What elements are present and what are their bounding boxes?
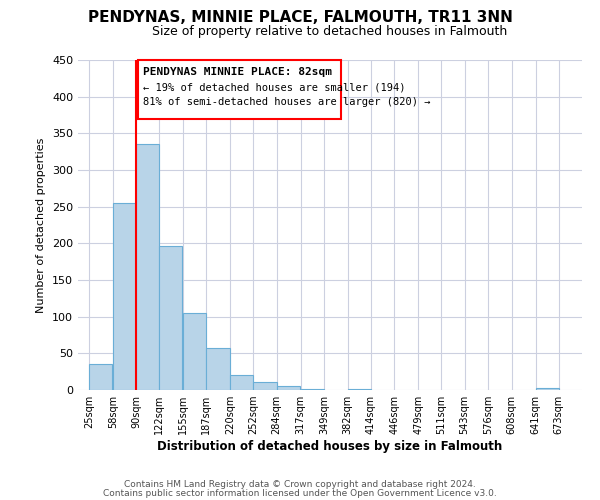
Bar [183,313,206,390]
Text: PENDYNAS, MINNIE PLACE, FALMOUTH, TR11 3NN: PENDYNAS, MINNIE PLACE, FALMOUTH, TR11 3… [88,10,512,25]
Bar [230,374,253,390]
Y-axis label: Number of detached properties: Number of detached properties [37,138,46,312]
Bar [159,246,182,390]
Bar [301,388,324,390]
Bar [113,203,136,390]
Bar [89,364,112,390]
Bar [536,388,559,390]
Text: ← 19% of detached houses are smaller (194): ← 19% of detached houses are smaller (19… [143,82,405,92]
Text: Contains HM Land Registry data © Crown copyright and database right 2024.: Contains HM Land Registry data © Crown c… [124,480,476,489]
Bar [277,386,300,390]
Text: 81% of semi-detached houses are larger (820) →: 81% of semi-detached houses are larger (… [143,96,430,106]
X-axis label: Distribution of detached houses by size in Falmouth: Distribution of detached houses by size … [157,440,503,453]
Text: PENDYNAS MINNIE PLACE: 82sqm: PENDYNAS MINNIE PLACE: 82sqm [143,68,332,78]
Bar [136,144,159,390]
Bar [253,382,277,390]
Title: Size of property relative to detached houses in Falmouth: Size of property relative to detached ho… [152,25,508,38]
Bar [206,348,230,390]
FancyBboxPatch shape [138,60,341,118]
Text: Contains public sector information licensed under the Open Government Licence v3: Contains public sector information licen… [103,488,497,498]
